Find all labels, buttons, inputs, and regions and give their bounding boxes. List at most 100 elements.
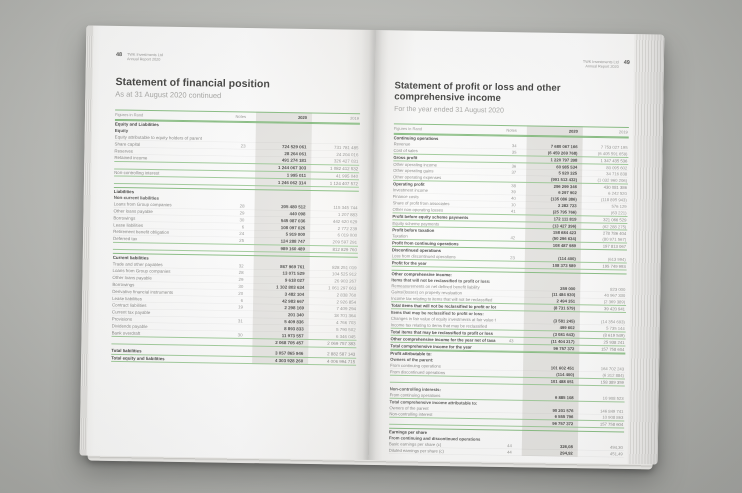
cell-notes: 6 [240,297,244,303]
publication-info: TWK Investments Ltd Annual Report 2020 [127,52,163,62]
row-label: Total equity and liabilities [111,355,165,362]
cell-v2020: 4 303 928 260 [275,357,304,364]
cell-notes: 30 [238,283,244,289]
cell-v2019: (63 221) [610,210,627,216]
cell-notes: 20 [238,290,244,296]
cell-v2019 [311,127,360,128]
cell-v2019: 34 716 838 [606,171,628,177]
row-label [390,379,495,381]
cell-v2019 [578,392,625,393]
row-label: Profit for the year [391,260,427,266]
cell-notes: 34 [511,143,517,149]
cell-v2020 [250,193,310,194]
cell-v2020: (11 404 217) [550,338,575,345]
cell-notes: 36 [511,163,517,169]
row-label: Deferred tax [113,236,138,242]
page-number: 49 [623,59,630,66]
cell-notes: 43 [508,337,514,344]
cell-v2020: 9 618 027 [284,277,305,284]
cell-v2019 [577,435,624,436]
cell-v2020: (25 795 766) [552,209,577,215]
cell-v2019: 4 006 994 715 [326,358,356,365]
cell-v2019 [582,141,629,142]
cell-v2020 [517,440,577,441]
cell-v2020 [251,126,311,127]
cell-v2020 [517,434,577,435]
cell-v2020: 101 602 451 [550,365,575,371]
cell-v2019 [310,194,359,195]
cell-v2020: 1 102 803 634 [276,284,305,290]
cell-v2019: 10 908 523 [602,395,624,401]
running-header-left: 48 TWK Investments Ltd Annual Report 202… [116,51,361,67]
report-name: Annual Report 2020 [585,64,619,70]
cell-v2019: 1 061 297 663 [328,285,357,291]
cell-notes: 23 [240,143,246,149]
cell-v2019: (62 288 275) [602,223,627,230]
cell-notes: 44 [507,443,512,449]
col-figures-in-rand: Figures in Rand [393,126,423,132]
cell-v2020: 2 494 351 [556,298,576,304]
cell-notes: 40 [511,195,516,201]
cell-v2020: (50 296 634) [552,235,577,242]
statement-subtitle-left: As at 31 August 2020 continued [115,89,222,101]
cell-v2020: 5 919 000 [285,231,306,238]
row-label: From discontinued operations [389,369,446,376]
cell-v2019 [311,140,360,141]
cell-v2020 [518,404,578,405]
cell-v2019: (6 312 884) [602,372,625,379]
cell-v2020 [519,282,579,283]
cell-notes: 44 [507,449,512,455]
cell-v2020 [249,259,309,260]
report-name: Annual Report 2020 [126,56,161,62]
cell-v2019: 18 701 364 [333,312,356,319]
cell-v2020: (114 400) [558,255,576,262]
row-label: Total items that will not be reclassifie… [391,302,497,310]
row-label: Gross profit [393,154,418,161]
cell-v2019: 195 749 993 [602,263,626,269]
cell-notes: 30 [239,217,245,223]
cell-notes: 32 [238,263,244,269]
row-label: Total comprehensive income for the year [390,343,472,350]
cell-v2019: 326 427 031 [333,158,359,164]
cell-v2020: 5 409 836 [284,319,304,325]
row-label: Total items that may be reclassified to … [390,329,493,336]
cell-v2019: 24 204 016 [336,151,359,158]
cell-v2020: 2 068 705 457 [275,340,304,346]
cell-v2019: 41 995 040 [336,173,359,179]
row-label: Non-controlling interest [389,411,433,418]
cell-v2019: 828 251 019 [332,264,357,271]
cell-v2020: 1 995 011 [286,172,307,178]
page-left: 48 TWK Investments Ltd Annual Report 202… [79,25,376,460]
cell-v2020 [250,200,310,201]
cell-v2019 [310,201,359,202]
cell-v2019: 5 735 144 [606,325,625,331]
cell-v2019: 451,49 [609,451,623,457]
cell-v2020: 259 000 [560,285,576,291]
cell-v2019 [579,315,626,316]
table-body: Continuing operations Revenue 34 7 680 067 … [388,133,629,458]
cell-v2019: (8 619 549) [603,332,625,338]
cell-v2020: (3 581 245) [553,318,575,324]
col-2020: 2020 [568,129,578,134]
cell-v2020: 108 373 589 [552,262,576,269]
cell-v2020: 1 220 797 398 [550,157,578,163]
cell-v2019: 1 082 412 532 [330,165,359,172]
cell-v2019: 25 938 241 [603,339,625,345]
cell-v2019: 7 409 294 [336,306,357,312]
cell-v2019: 1 207 883 [337,211,358,218]
cell-notes: 39 [511,189,516,195]
row-label: Non-controlling interest [114,169,160,176]
cell-v2020: (135 086 386) [550,196,577,202]
cell-v2019: (118 895 943) [600,197,627,203]
cell-v2020: (3 081 643) [553,331,575,338]
cell-notes: 31 [237,318,243,324]
cell-v2020: 2 298 169 [284,305,305,311]
cell-v2019: (80 971 567) [602,236,627,243]
cell-v2020: 6 555 796 [554,414,574,420]
row-label: Other comprehensive income for the year … [390,336,496,343]
cell-v2020: 42 983 667 [282,298,305,304]
cell-v2020: 867 969 761 [280,263,305,270]
cell-v2019: 494,30 [610,444,623,450]
row-label: From continuing operations [389,392,441,398]
